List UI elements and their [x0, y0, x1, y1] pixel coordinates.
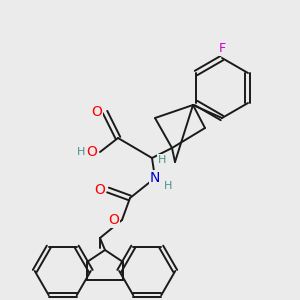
Text: H: H	[158, 155, 166, 165]
Text: N: N	[150, 171, 160, 185]
Text: H: H	[164, 181, 172, 191]
Text: F: F	[218, 43, 226, 56]
Text: O: O	[109, 213, 119, 227]
Text: O: O	[87, 145, 98, 159]
Text: O: O	[92, 105, 102, 119]
Text: H: H	[77, 147, 85, 157]
Text: O: O	[94, 183, 105, 197]
